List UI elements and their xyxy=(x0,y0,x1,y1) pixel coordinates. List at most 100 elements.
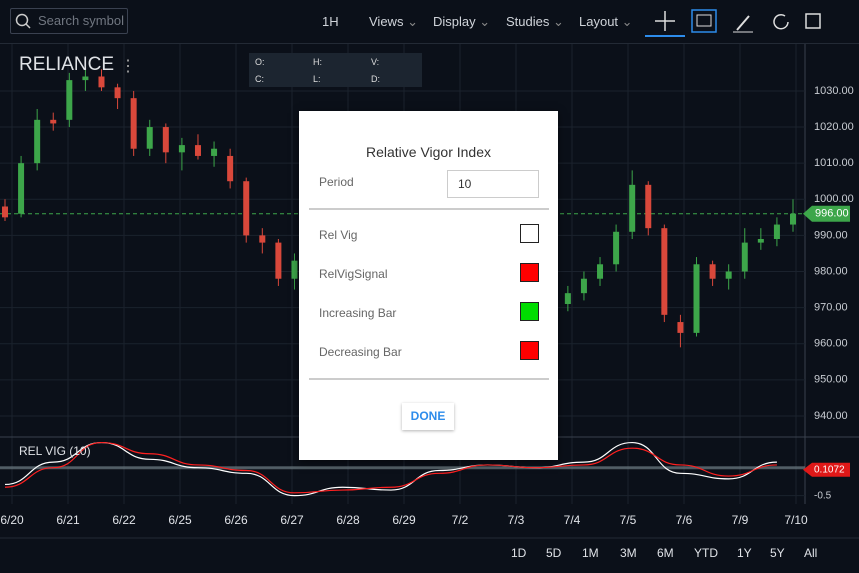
range-button[interactable]: 1D xyxy=(511,546,527,560)
range-button[interactable]: 1Y xyxy=(737,546,752,560)
candle-body xyxy=(98,76,105,88)
x-tick-label: 7/9 xyxy=(732,513,749,527)
ohlc-box xyxy=(249,53,422,87)
menu-item[interactable]: Display ⌄ xyxy=(433,14,491,29)
candle-body xyxy=(709,264,716,279)
candle-body xyxy=(2,206,8,218)
candle-body xyxy=(725,271,732,279)
y-tick-label: 940.00 xyxy=(814,410,848,422)
candle-body xyxy=(259,235,266,243)
ohlc-label: D: xyxy=(371,74,380,84)
candle-body xyxy=(693,264,700,333)
search-icon xyxy=(15,13,31,29)
color-swatch[interactable] xyxy=(520,341,539,360)
y-tick-label: 1030.00 xyxy=(814,85,854,97)
toolbar: Search symbol 1H Views ⌄ Display ⌄ Studies … xyxy=(0,0,859,44)
y-tick-label: 980.00 xyxy=(814,265,848,277)
menu-item[interactable]: Layout ⌄ xyxy=(579,14,633,29)
candle-body xyxy=(597,264,604,279)
candle-body xyxy=(613,231,620,265)
range-button[interactable]: 3M xyxy=(620,546,637,560)
range-button[interactable]: 1M xyxy=(582,546,599,560)
color-swatch[interactable] xyxy=(520,224,539,243)
indicator-line xyxy=(4,441,777,494)
ohlc-label: O: xyxy=(255,57,265,67)
x-tick-label: 6/27 xyxy=(280,513,304,527)
x-tick-label: 6/28 xyxy=(336,513,360,527)
candle-body xyxy=(677,322,684,333)
indicator-badge xyxy=(803,462,850,477)
field-label: Rel Vig xyxy=(319,228,358,242)
x-tick-label: 7/10 xyxy=(784,513,808,527)
candle-body xyxy=(291,260,298,279)
symbol-menu[interactable]: ⋮ xyxy=(120,58,136,75)
range-button[interactable]: 6M xyxy=(657,546,674,560)
field-label: RelVigSignal xyxy=(319,267,388,281)
divider xyxy=(309,208,549,210)
range-button[interactable]: 5Y xyxy=(770,546,785,560)
y-tick-label: 1010.00 xyxy=(814,157,854,169)
ohlc-label: V: xyxy=(371,57,380,67)
x-tick-label: 7/5 xyxy=(620,513,637,527)
field-label: Decreasing Bar xyxy=(319,345,402,359)
indicator-line xyxy=(4,441,777,497)
y-tick-label: 960.00 xyxy=(814,338,848,350)
dialog-title: Relative Vigor Index xyxy=(365,144,492,160)
dialog: Relative Vigor Index Period 10 DONE Rel … xyxy=(299,111,558,460)
x-tick-label: 7/6 xyxy=(676,513,693,527)
indicator-badge-label: 0.1072 xyxy=(814,464,845,475)
menu-item[interactable]: Studies ⌄ xyxy=(506,14,564,29)
ohlc-label: C: xyxy=(255,74,264,84)
candle-body xyxy=(34,119,41,164)
candle-body xyxy=(645,184,652,229)
divider xyxy=(309,378,549,380)
candle-body xyxy=(741,242,748,272)
x-tick-label: 6/21 xyxy=(56,513,80,527)
range-button[interactable]: All xyxy=(804,546,818,560)
y-tick-label: 1020.00 xyxy=(814,121,854,133)
toolbar-icons xyxy=(645,9,821,37)
candle-body xyxy=(580,278,587,294)
x-tick-label: 6/22 xyxy=(112,513,136,527)
ohlc-label: H: xyxy=(313,57,322,67)
x-tick-label: 7/2 xyxy=(452,513,469,527)
candle-body xyxy=(162,127,169,153)
symbol: RELIANCE xyxy=(19,54,115,75)
price-badge-label: 996.00 xyxy=(815,208,849,220)
candle-body xyxy=(178,145,185,153)
period-input[interactable]: 10 xyxy=(447,170,539,198)
color-swatch[interactable] xyxy=(520,263,539,282)
menu-item[interactable]: 1H xyxy=(322,14,339,29)
candle-body xyxy=(757,239,764,243)
candle-body xyxy=(194,145,201,156)
candle-body xyxy=(564,293,571,304)
candle-body xyxy=(275,242,282,279)
price-badge xyxy=(803,205,850,222)
candle-body xyxy=(773,224,780,239)
y-tick-label: 990.00 xyxy=(814,229,848,241)
candle-body xyxy=(50,119,57,124)
y-tick-label: 970.00 xyxy=(814,302,848,314)
x-tick-label: 7/3 xyxy=(508,513,525,527)
menu-item[interactable]: Views ⌄ xyxy=(369,14,418,29)
y-tick-label: 950.00 xyxy=(814,374,848,386)
candle-body xyxy=(227,155,234,182)
candle-body xyxy=(790,213,796,225)
x-tick-label: 6/20 xyxy=(0,513,24,527)
candle-body xyxy=(211,148,218,156)
search-box[interactable]: Search symbol xyxy=(10,8,128,34)
range-button[interactable]: 5D xyxy=(546,546,562,560)
y-tick-label: -0.5 xyxy=(814,490,832,501)
candle-body xyxy=(629,184,636,232)
candle-body xyxy=(82,76,89,81)
field-label: Increasing Bar xyxy=(319,306,397,320)
candle-body xyxy=(661,228,668,315)
color-swatch[interactable] xyxy=(520,302,539,321)
candle-body xyxy=(146,127,153,149)
candle-body xyxy=(18,163,25,214)
ohlc-label: L: xyxy=(313,74,321,84)
done-button[interactable]: DONE xyxy=(402,403,454,430)
candle-body xyxy=(114,87,121,99)
range-button[interactable]: YTD xyxy=(694,546,718,560)
